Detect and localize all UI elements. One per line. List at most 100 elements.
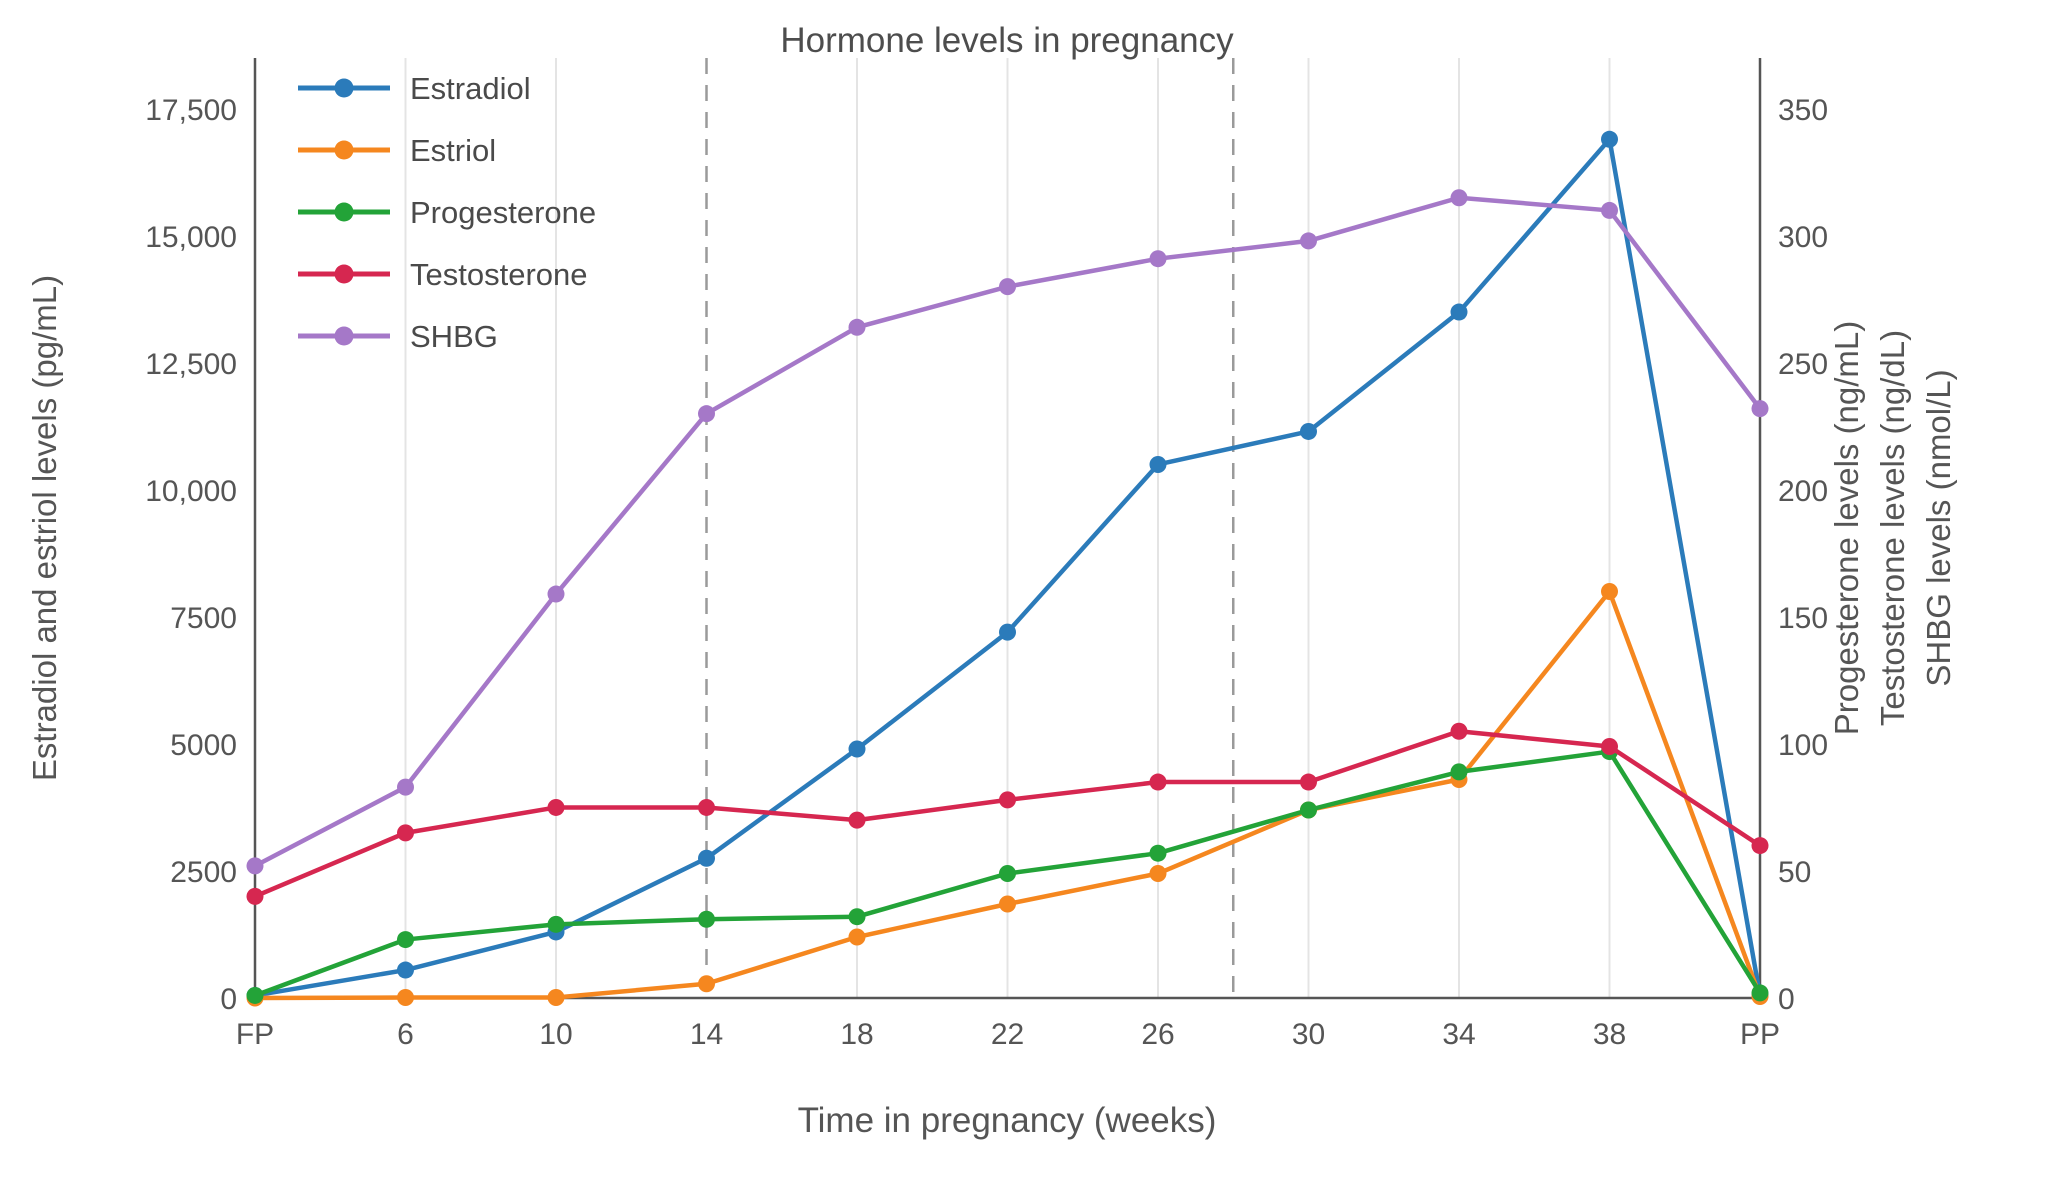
data-point-estradiol	[1300, 422, 1317, 440]
data-point-estradiol	[397, 961, 414, 979]
data-point-shbg	[1751, 400, 1769, 418]
data-point-testosterone	[397, 824, 414, 842]
x-tick-label: 34	[1442, 1018, 1475, 1051]
data-point-shbg	[1149, 250, 1167, 268]
left-tick-label: 0	[220, 983, 237, 1016]
data-point-estriol	[1601, 583, 1618, 601]
left-tick-label: 17,500	[145, 94, 237, 127]
data-point-progesterone	[1450, 763, 1468, 781]
right-tick-label: 0	[1778, 983, 1795, 1016]
legend-marker	[334, 326, 354, 346]
legend-marker	[334, 202, 354, 222]
right-tick-label: 200	[1778, 475, 1828, 508]
x-tick-label: PP	[1740, 1018, 1780, 1051]
left-axis-title: Estradiol and estriol levels (pg/mL)	[26, 275, 63, 781]
data-point-shbg	[397, 778, 414, 796]
legend-label: Testosterone	[410, 257, 588, 292]
data-point-shbg	[848, 318, 866, 336]
data-point-testosterone	[547, 798, 565, 816]
data-point-shbg	[1601, 201, 1618, 219]
data-point-testosterone	[698, 798, 715, 816]
right-tick-label: 300	[1778, 221, 1828, 254]
data-point-shbg	[547, 585, 565, 603]
data-point-estriol	[999, 895, 1016, 913]
legend-label: Estriol	[410, 133, 496, 168]
right-axis-title-progesterone: Progesterone levels (ng/mL)	[1828, 321, 1865, 736]
right-axis-title-shbg: SHBG levels (nmol/L)	[1920, 369, 1957, 686]
data-point-progesterone	[547, 915, 565, 933]
data-point-progesterone	[999, 865, 1016, 883]
series-lines	[246, 130, 1769, 1007]
data-point-shbg	[999, 278, 1016, 296]
x-tick-label: 18	[840, 1018, 873, 1051]
tick-labels: FP 6 10 14 18 22 26 30 34 38 PP025005000750010,000…	[145, 94, 1828, 1051]
x-tick-label: 10	[539, 1018, 572, 1051]
data-point-shbg	[246, 857, 264, 875]
data-point-progesterone	[1300, 801, 1317, 819]
left-tick-label: 15,000	[145, 221, 237, 254]
data-point-estriol	[848, 928, 866, 946]
left-tick-label: 2500	[170, 856, 237, 889]
data-point-testosterone	[1149, 773, 1167, 791]
right-axis-title-testosterone: Testosterone levels (ng/dL)	[1874, 330, 1911, 726]
legend-label: Progesterone	[410, 195, 596, 230]
right-tick-label: 50	[1778, 856, 1811, 889]
right-tick-label: 100	[1778, 729, 1828, 762]
data-point-estradiol	[1149, 455, 1167, 473]
left-tick-label: 7500	[170, 602, 237, 635]
data-point-testosterone	[1300, 773, 1317, 791]
data-point-progesterone	[698, 910, 715, 928]
legend-item-testosterone[interactable]: Testosterone	[298, 257, 588, 292]
data-point-testosterone	[1751, 837, 1769, 855]
gridlines	[404, 58, 1611, 998]
x-tick-label: FP	[236, 1018, 274, 1051]
data-point-progesterone	[246, 986, 264, 1004]
legend-marker	[334, 264, 354, 284]
legend-label: SHBG	[410, 319, 498, 354]
data-point-shbg	[698, 405, 715, 423]
left-tick-label: 10,000	[145, 475, 237, 508]
left-tick-label: 12,500	[145, 348, 237, 381]
data-point-shbg	[1450, 189, 1468, 207]
data-point-progesterone	[848, 908, 866, 926]
legend-item-progesterone[interactable]: Progesterone	[298, 195, 596, 230]
x-axis-title: Time in pregnancy (weeks)	[798, 1101, 1217, 1140]
data-point-estradiol	[1450, 303, 1468, 321]
data-point-estradiol	[698, 849, 715, 867]
data-point-shbg	[1300, 232, 1317, 250]
left-tick-label: 5000	[170, 729, 237, 762]
x-tick-label: 14	[690, 1018, 723, 1051]
x-tick-label: 38	[1593, 1018, 1626, 1051]
right-tick-label: 150	[1778, 602, 1828, 635]
x-tick-label: 26	[1141, 1018, 1174, 1051]
series-progesterone	[246, 743, 1769, 1004]
data-point-progesterone	[397, 931, 414, 949]
data-point-progesterone	[1149, 844, 1167, 862]
data-point-testosterone	[848, 811, 866, 829]
legend-item-estradiol[interactable]: Estradiol	[298, 71, 531, 106]
legend-item-estriol[interactable]: Estriol	[298, 133, 496, 168]
data-point-estradiol	[848, 740, 866, 758]
legend-marker	[334, 140, 354, 160]
legend-item-shbg[interactable]: SHBG	[298, 319, 498, 354]
data-point-estriol	[547, 988, 565, 1006]
data-point-testosterone	[246, 887, 264, 905]
series-testosterone	[246, 722, 1769, 905]
legend-label: Estradiol	[410, 71, 531, 106]
legend-marker	[334, 78, 354, 98]
data-point-progesterone	[1751, 984, 1769, 1002]
legend: Estradiol Estriol Progesterone Testosterone…	[298, 71, 596, 354]
x-tick-label: 6	[397, 1018, 414, 1051]
data-point-estradiol	[999, 623, 1016, 641]
x-tick-label: 22	[991, 1018, 1024, 1051]
series-shbg	[246, 189, 1769, 875]
right-tick-label: 350	[1778, 94, 1828, 127]
data-point-estradiol	[1601, 130, 1618, 148]
data-point-testosterone	[1450, 722, 1468, 740]
data-point-testosterone	[999, 791, 1016, 809]
data-point-estriol	[397, 988, 414, 1006]
data-point-testosterone	[1601, 737, 1618, 755]
data-point-estriol	[698, 975, 715, 993]
